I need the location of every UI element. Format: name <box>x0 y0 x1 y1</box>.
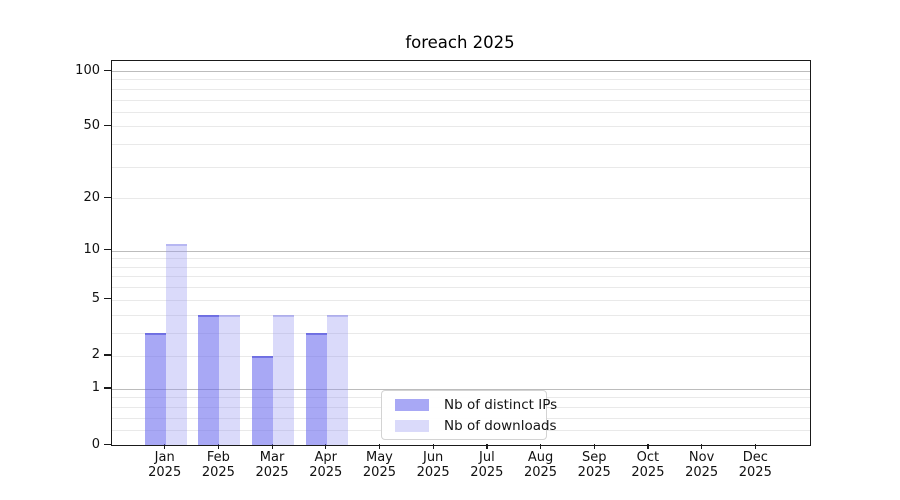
gridline-minor-20 <box>112 198 810 200</box>
legend-swatch-distinct-ips-icon <box>395 398 429 411</box>
gridline-major-1 <box>112 388 810 390</box>
bar-downloads-Feb <box>219 314 241 445</box>
x-tick-label-Sep: Sep 2025 <box>577 450 611 480</box>
x-tick-label-Jul: Jul 2025 <box>470 450 504 480</box>
plot-area <box>111 60 811 446</box>
gridline-major-10 <box>112 250 810 252</box>
gridline-minor-30 <box>112 166 810 168</box>
y-tick-label-2: 2 <box>91 347 100 363</box>
x-tick-Feb <box>217 444 220 449</box>
y-tick-10 <box>104 249 111 251</box>
x-tick-Sep <box>593 444 595 449</box>
x-tick-Jan <box>164 444 166 449</box>
y-tick-label-5: 5 <box>91 291 100 307</box>
x-tick-Aug <box>540 444 542 449</box>
x-tick-label-Mar: Mar 2025 <box>255 450 289 480</box>
y-tick-label-10: 10 <box>83 242 100 258</box>
gridline-minor-8 <box>112 266 810 268</box>
legend: Nb of distinct IPs Nb of downloads <box>381 390 557 440</box>
bar-ips-Jan <box>144 332 166 445</box>
x-tick-Jun <box>432 444 434 449</box>
gridline-minor-3 <box>112 332 810 334</box>
gridline-minor-40 <box>112 144 810 146</box>
bar-downloads-Apr <box>326 314 348 445</box>
x-tick-May <box>378 444 381 449</box>
gridline-minor-50 <box>112 126 810 128</box>
gridline-minor-80 <box>112 88 810 90</box>
x-tick-label-Oct: Oct 2025 <box>631 450 665 480</box>
x-tick-Mar <box>271 444 273 449</box>
legend-swatch-downloads-icon <box>395 419 429 432</box>
x-tick-label-Aug: Aug 2025 <box>523 450 558 480</box>
bar-ips-Apr <box>305 332 327 445</box>
gridline-minor-7 <box>112 276 810 278</box>
legend-item-distinct-ips: Nb of distinct IPs <box>395 397 557 413</box>
y-tick-50 <box>104 124 111 127</box>
gridline-minor-4 <box>112 314 810 316</box>
legend-item-downloads: Nb of downloads <box>395 418 557 434</box>
x-tick-label-Jun: Jun 2025 <box>416 450 450 480</box>
gridline-minor-60 <box>112 111 810 113</box>
bar-downloads-Jan <box>165 243 187 445</box>
x-tick-label-Dec: Dec 2025 <box>738 450 772 480</box>
x-tick-label-Nov: Nov 2025 <box>685 450 719 480</box>
y-tick-20 <box>104 196 111 198</box>
y-tick-label-100: 100 <box>75 62 100 78</box>
y-tick-2 <box>104 354 111 356</box>
y-tick-100 <box>104 69 111 71</box>
y-tick-label-50: 50 <box>83 117 100 133</box>
x-tick-Nov <box>701 444 703 449</box>
x-tick-label-Apr: Apr 2025 <box>309 450 343 480</box>
y-tick-1 <box>104 387 111 389</box>
chart-title: foreach 2025 <box>405 33 515 52</box>
y-tick-label-20: 20 <box>83 189 100 205</box>
x-tick-label-Jan: Jan 2025 <box>148 450 182 480</box>
gridline-minor-5 <box>112 299 810 301</box>
gridline-minor-2 <box>112 355 810 357</box>
x-tick-Apr <box>325 444 327 449</box>
gridline-major-100 <box>112 71 810 73</box>
y-tick-label-1: 1 <box>91 380 100 396</box>
x-tick-Jul <box>486 444 488 449</box>
x-tick-label-Feb: Feb 2025 <box>201 450 235 480</box>
bar-ips-Feb <box>198 314 220 445</box>
y-tick-0 <box>104 443 111 445</box>
bar-downloads-Mar <box>273 314 295 445</box>
legend-label-distinct-ips: Nb of distinct IPs <box>444 396 558 413</box>
gridline-minor-90 <box>112 79 810 81</box>
x-tick-Dec <box>754 444 756 449</box>
x-tick-label-May: May 2025 <box>362 450 396 480</box>
legend-label-downloads: Nb of downloads <box>444 417 557 434</box>
y-tick-label-0: 0 <box>91 436 100 452</box>
gridline-minor-70 <box>112 99 810 101</box>
y-tick-5 <box>104 298 111 300</box>
x-tick-Oct <box>647 444 649 449</box>
bar-ips-Mar <box>252 355 274 445</box>
gridline-minor-9 <box>112 258 810 260</box>
gridline-minor-6 <box>112 287 810 289</box>
